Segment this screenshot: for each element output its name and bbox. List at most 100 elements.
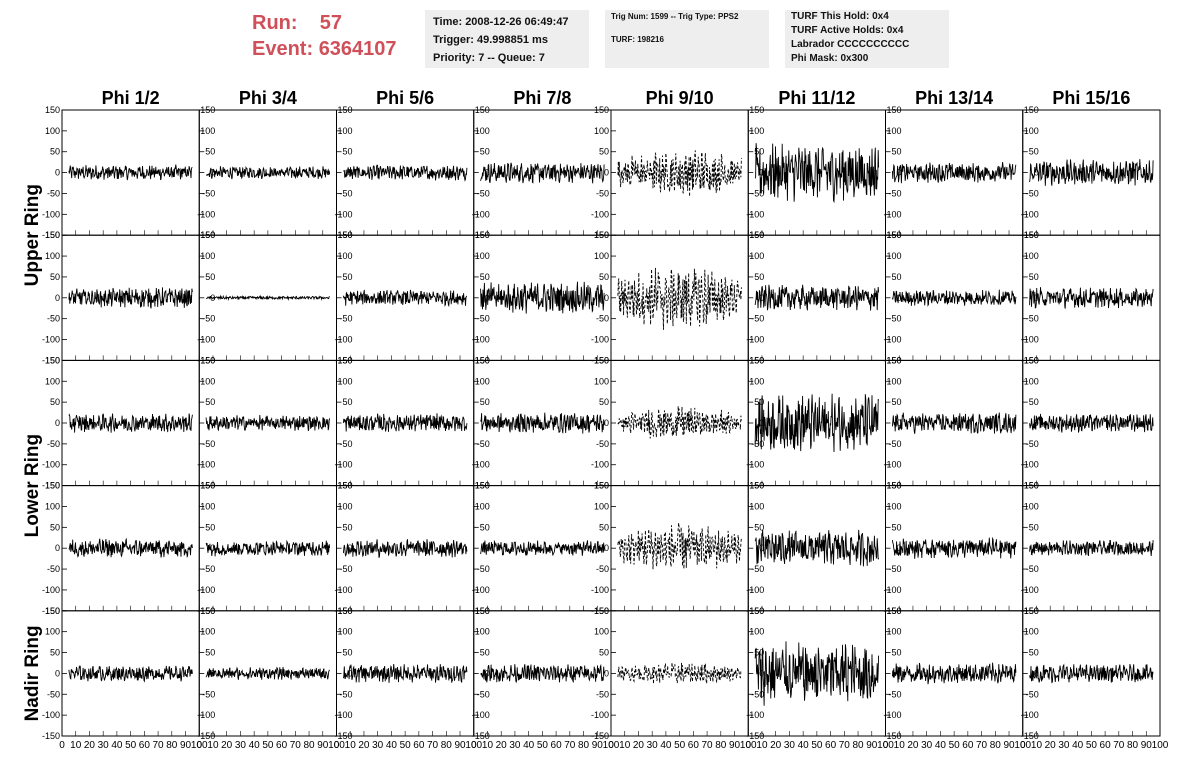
y-tick-label: 50 (1029, 522, 1039, 532)
y-tick-label: 50 (342, 397, 352, 407)
y-tick-label: -50 (596, 689, 609, 699)
y-tick-label: 50 (1029, 147, 1039, 157)
x-tick-label: 10 (345, 740, 357, 751)
x-tick-label: 30 (647, 740, 659, 751)
y-tick-label: 50 (50, 397, 60, 407)
y-tick-label: -50 (47, 564, 60, 574)
x-tick-label: 30 (372, 740, 384, 751)
y-tick-label: -150 (42, 355, 60, 365)
y-tick-label: -100 (1021, 585, 1039, 595)
turf-active-holds-text: TURF Active Holds: 0x4 (791, 25, 904, 36)
y-tick-label: 150 (1024, 481, 1039, 491)
x-tick-label: 30 (98, 740, 110, 751)
y-tick-label: -100 (334, 209, 352, 219)
x-tick-label: 50 (400, 740, 412, 751)
y-tick-label: 50 (599, 648, 609, 658)
y-tick-label: 100 (1024, 501, 1039, 511)
y-tick-label: -150 (334, 731, 352, 741)
x-tick-label: 90 (1141, 740, 1153, 751)
y-tick-label: 100 (45, 126, 60, 136)
turf-text: TURF: 198216 (611, 35, 664, 44)
y-tick-label: 100 (475, 501, 490, 511)
x-tick-label: 70 (702, 740, 714, 751)
x-tick-label: 40 (523, 740, 535, 751)
x-tick-label: 80 (303, 740, 315, 751)
x-tick-label: 90 (454, 740, 466, 751)
y-tick-label: -50 (339, 689, 352, 699)
waveform-line (342, 289, 467, 308)
y-tick-label: 50 (891, 522, 901, 532)
waveform-line (891, 536, 1017, 559)
y-tick-label: 100 (886, 627, 901, 637)
y-tick-label: -50 (751, 439, 764, 449)
y-tick-label: -50 (47, 439, 60, 449)
y-tick-label: 50 (50, 648, 60, 658)
y-tick-label: -50 (202, 314, 215, 324)
waveform-line (480, 412, 605, 434)
turf-this-hold-text: TURF This Hold: 0x4 (791, 11, 889, 22)
y-tick-label: -50 (888, 314, 901, 324)
y-tick-label: 100 (200, 376, 215, 386)
x-tick-label: 90 (592, 740, 604, 751)
x-tick-label: 100 (877, 740, 894, 751)
event-line: Event: 6364107 (252, 36, 422, 62)
y-tick-label: 100 (45, 501, 60, 511)
y-tick-label: 0 (604, 293, 609, 303)
y-tick-label: 150 (749, 481, 764, 491)
y-tick-label: 100 (886, 501, 901, 511)
y-tick-label: 50 (891, 147, 901, 157)
y-tick-label: 150 (886, 481, 901, 491)
column-header: Phi 1/2 (102, 88, 160, 108)
x-tick-label: 80 (441, 740, 453, 751)
y-tick-label: 0 (347, 668, 352, 678)
y-tick-label: -100 (1021, 460, 1039, 470)
x-tick-label: 20 (633, 740, 645, 751)
y-tick-label: 150 (45, 355, 60, 365)
y-tick-label: 0 (210, 543, 215, 553)
waveform-line (617, 522, 742, 570)
column-header: Phi 5/6 (376, 88, 434, 108)
x-tick-label: 20 (221, 740, 233, 751)
y-tick-label: 150 (337, 481, 352, 491)
y-tick-label: 100 (475, 126, 490, 136)
y-tick-label: -100 (1021, 335, 1039, 345)
y-tick-label: -100 (42, 585, 60, 595)
y-tick-label: -50 (477, 564, 490, 574)
y-tick-label: -150 (883, 731, 901, 741)
y-tick-label: 100 (749, 251, 764, 261)
y-tick-label: -50 (339, 314, 352, 324)
time-info-box: Time: 2008-12-26 06:49:47 Trigger: 49.99… (425, 10, 589, 68)
y-tick-label: -100 (883, 585, 901, 595)
y-tick-label: -100 (883, 710, 901, 720)
y-tick-label: 50 (1029, 272, 1039, 282)
x-tick-label: 70 (427, 740, 439, 751)
x-tick-label: 60 (825, 740, 837, 751)
x-tick-label: 60 (413, 740, 425, 751)
x-tick-label: 0 (745, 740, 751, 751)
y-tick-label: -100 (334, 710, 352, 720)
y-tick-label: 0 (55, 293, 60, 303)
y-tick-label: -150 (42, 606, 60, 616)
y-tick-label: -50 (477, 314, 490, 324)
y-tick-label: 50 (599, 272, 609, 282)
run-line: Run: 57 (252, 10, 422, 36)
waveform-line (480, 663, 605, 684)
waveform-line (342, 539, 468, 558)
y-tick-label: 150 (594, 230, 609, 240)
y-tick-label: -100 (472, 710, 490, 720)
y-tick-label: 150 (200, 481, 215, 491)
y-tick-label: -50 (47, 314, 60, 324)
y-tick-label: -50 (477, 689, 490, 699)
y-tick-label: 150 (1024, 355, 1039, 365)
y-tick-label: -50 (1026, 689, 1039, 699)
y-tick-label: -100 (883, 460, 901, 470)
y-tick-label: 150 (886, 355, 901, 365)
y-tick-label: 100 (337, 501, 352, 511)
y-tick-label: -50 (751, 188, 764, 198)
x-tick-label: 0 (608, 740, 614, 751)
y-tick-label: 150 (594, 481, 609, 491)
y-tick-label: 100 (749, 376, 764, 386)
x-tick-label: 60 (551, 740, 563, 751)
y-tick-label: 0 (896, 543, 901, 553)
